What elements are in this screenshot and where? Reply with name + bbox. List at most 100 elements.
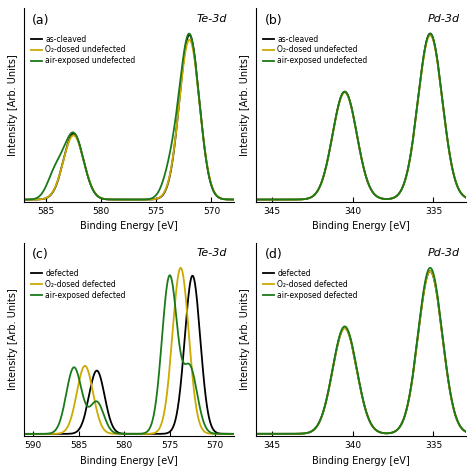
defected [434, 292, 440, 298]
defected [143, 431, 148, 437]
O₂-dosed defected [428, 268, 433, 274]
O₂-dosed undefected [221, 197, 227, 202]
Line: O₂-dosed defected: O₂-dosed defected [224, 271, 474, 434]
Legend: defected, O₂-dosed defected, air-exposed defected: defected, O₂-dosed defected, air-exposed… [260, 266, 361, 303]
Text: (b): (b) [264, 14, 282, 27]
O₂-dosed undefected [142, 197, 147, 202]
defected [232, 431, 238, 437]
air-exposed undefected [428, 31, 433, 36]
air-exposed defected [428, 265, 433, 271]
O₂-dosed defected [12, 431, 18, 437]
as-cleaved [3, 197, 9, 202]
defected [449, 401, 455, 406]
air-exposed defected [41, 431, 46, 437]
air-exposed defected [143, 430, 148, 436]
Line: defected: defected [224, 271, 474, 434]
defected [380, 430, 386, 436]
O₂-dosed undefected [369, 188, 374, 193]
air-exposed undefected [221, 197, 227, 202]
air-exposed undefected [3, 197, 9, 202]
Text: Te-3d: Te-3d [197, 14, 227, 24]
X-axis label: Binding Energy [eV]: Binding Energy [eV] [312, 221, 410, 231]
as-cleaved [226, 197, 231, 202]
Legend: as-cleaved, O₂-dosed undefected, air-exposed undefected: as-cleaved, O₂-dosed undefected, air-exp… [27, 32, 138, 68]
O₂-dosed undefected [231, 197, 237, 202]
O₂-dosed defected [41, 431, 46, 437]
O₂-dosed defected [152, 430, 158, 436]
air-exposed defected [12, 431, 18, 437]
Text: Pd-3d: Pd-3d [427, 14, 459, 24]
Legend: as-cleaved, O₂-dosed undefected, air-exposed undefected: as-cleaved, O₂-dosed undefected, air-exp… [260, 32, 371, 68]
Line: O₂-dosed defected: O₂-dosed defected [15, 268, 243, 434]
O₂-dosed undefected [232, 197, 238, 202]
air-exposed defected [240, 431, 246, 437]
air-exposed defected [226, 431, 231, 437]
air-exposed undefected [186, 31, 192, 36]
Line: air-exposed undefected: air-exposed undefected [2, 34, 234, 200]
O₂-dosed defected [254, 431, 259, 437]
air-exposed undefected [449, 166, 455, 172]
X-axis label: Binding Energy [eV]: Binding Energy [eV] [312, 456, 410, 465]
as-cleaved [369, 188, 374, 193]
Line: as-cleaved: as-cleaved [2, 35, 234, 200]
defected [240, 431, 246, 437]
air-exposed undefected [232, 197, 238, 202]
O₂-dosed undefected [226, 197, 231, 202]
Legend: defected, O₂-dosed defected, air-exposed defected: defected, O₂-dosed defected, air-exposed… [27, 266, 129, 303]
as-cleaved [132, 197, 137, 202]
air-exposed undefected [132, 197, 137, 202]
air-exposed defected [214, 431, 219, 437]
X-axis label: Binding Energy [eV]: Binding Energy [eV] [80, 456, 178, 465]
defected [190, 273, 195, 279]
O₂-dosed undefected [254, 197, 259, 202]
air-exposed undefected [254, 197, 259, 202]
Line: defected: defected [15, 276, 243, 434]
as-cleaved [428, 31, 433, 36]
O₂-dosed defected [369, 422, 374, 428]
defected [201, 369, 206, 375]
O₂-dosed defected [380, 430, 386, 436]
O₂-dosed defected [221, 431, 227, 437]
air-exposed undefected [434, 55, 440, 61]
air-exposed defected [434, 290, 440, 295]
air-exposed undefected [204, 163, 210, 169]
as-cleaved [142, 197, 147, 202]
as-cleaved [449, 166, 455, 172]
defected [24, 431, 30, 437]
defected [254, 431, 259, 437]
as-cleaved [434, 55, 440, 61]
O₂-dosed undefected [428, 32, 433, 38]
O₂-dosed defected [214, 431, 219, 437]
Text: (c): (c) [32, 248, 49, 261]
defected [41, 431, 46, 437]
Y-axis label: Intensity [Arb. Units]: Intensity [Arb. Units] [9, 55, 18, 156]
O₂-dosed defected [16, 431, 22, 437]
as-cleaved [191, 45, 196, 50]
defected [369, 422, 374, 428]
X-axis label: Binding Energy [eV]: Binding Energy [eV] [80, 221, 178, 231]
O₂-dosed undefected [434, 57, 440, 63]
air-exposed undefected [226, 197, 231, 202]
Line: as-cleaved: as-cleaved [224, 34, 474, 200]
as-cleaved [232, 197, 238, 202]
air-exposed defected [380, 430, 386, 436]
air-exposed undefected [231, 197, 237, 202]
O₂-dosed undefected [28, 197, 34, 202]
Line: air-exposed defected: air-exposed defected [15, 275, 243, 434]
Line: O₂-dosed undefected: O₂-dosed undefected [2, 40, 234, 200]
O₂-dosed defected [449, 401, 455, 406]
air-exposed undefected [380, 196, 386, 201]
defected [152, 431, 158, 437]
as-cleaved [0, 197, 5, 202]
O₂-dosed undefected [0, 197, 5, 202]
air-exposed defected [449, 400, 455, 406]
O₂-dosed undefected [187, 37, 192, 43]
Text: Te-3d: Te-3d [197, 248, 227, 258]
Line: air-exposed defected: air-exposed defected [224, 268, 474, 434]
defected [428, 268, 433, 274]
Y-axis label: Intensity [Arb. Units]: Intensity [Arb. Units] [240, 55, 250, 156]
air-exposed undefected [191, 44, 196, 50]
defected [12, 431, 18, 437]
defected [16, 431, 22, 437]
as-cleaved [187, 32, 192, 38]
